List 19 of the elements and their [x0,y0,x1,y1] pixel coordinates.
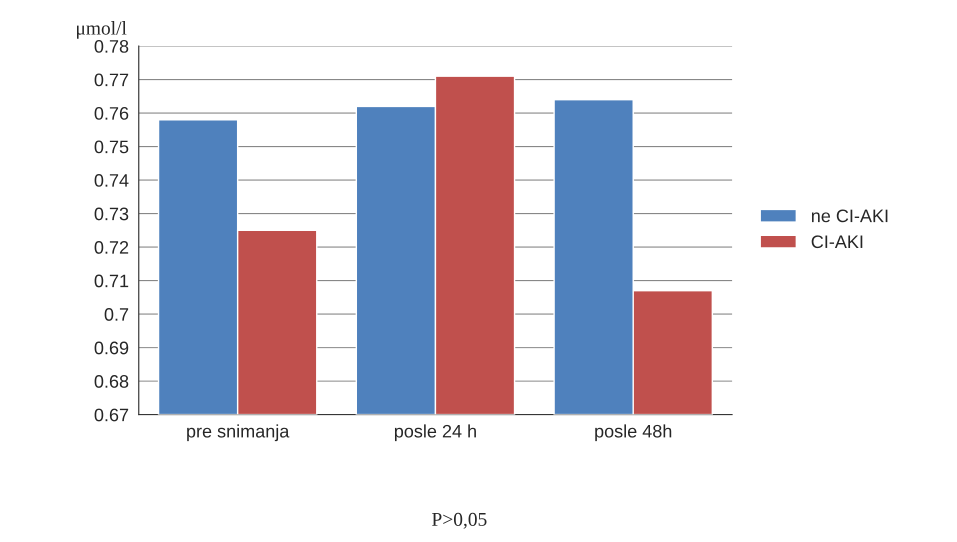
text: P>0,05 [432,512,487,529]
y-tick-label: 0.72 [94,241,128,254]
y-tick-label: 0.75 [94,140,128,154]
y-tick-label: 0.67 [94,408,128,422]
y-tick-label: 0.77 [94,74,128,86]
y-tick-label: 0.69 [94,342,128,354]
x-tick-label: pre snimanja [187,424,290,442]
y-tick-label: 0.76 [94,107,128,120]
y-tick-label: 0.73 [94,208,128,220]
legend-label: CI-AKI [812,235,862,248]
x-tick-label: posle 48h [595,424,672,442]
y-tick-label: 0.68 [94,375,128,388]
legend-label: ne CI-AKI [812,209,888,222]
y-axis-title: μmol/l [77,21,127,39]
y-tick-label: 0.74 [94,174,129,187]
y-tick-label: 0.78 [94,40,128,53]
y-tick-label: 0.71 [94,274,128,288]
x-tick-label: posle 24 h [394,424,476,442]
y-tick-label: 0.7 [104,308,128,321]
